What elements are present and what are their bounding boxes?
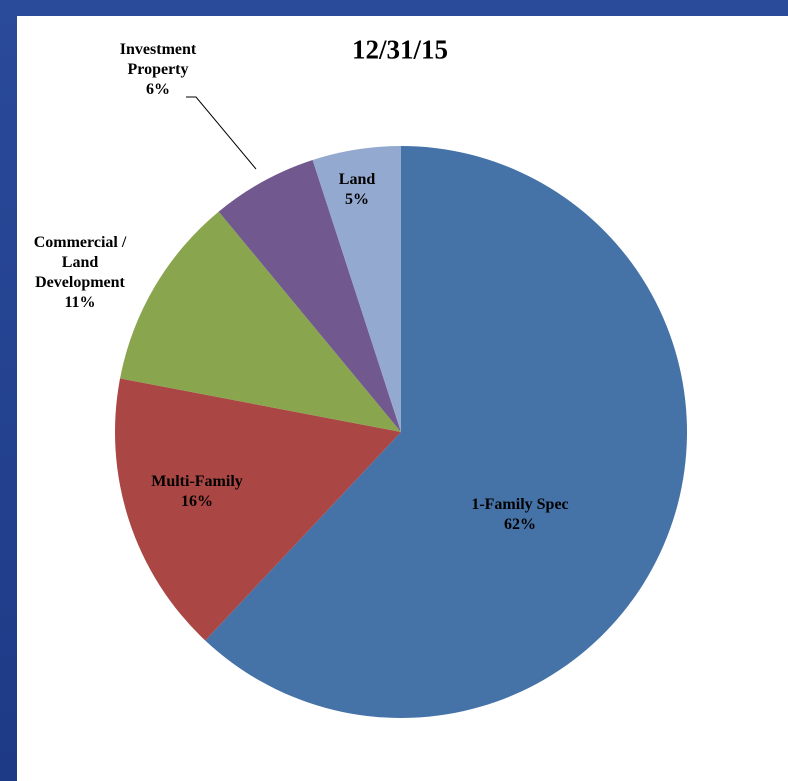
value-label: 6% (146, 81, 170, 98)
category-label: Multi-Family (151, 473, 243, 490)
pie-slice (312, 146, 401, 432)
value-label: 5% (345, 191, 369, 208)
category-label: Commercial / Land Development (33, 234, 127, 291)
category-label: Land (338, 171, 376, 188)
slice-label: Investment Property 6% (103, 40, 213, 100)
value-label: 62% (504, 516, 536, 533)
slice-label: Land 5% (327, 170, 387, 210)
slice-label: 1-Family Spec 62% (445, 495, 595, 535)
pie-slice (205, 146, 688, 718)
value-label: 11% (64, 294, 96, 311)
slice-label: Commercial / Land Development 11% (15, 233, 145, 313)
category-label: 1-Family Spec (471, 496, 569, 513)
category-label: Investment Property (119, 41, 197, 78)
pie-slice (115, 378, 402, 641)
value-label: 16% (181, 493, 213, 510)
leader-line (186, 96, 257, 170)
chart-title: 12/31/15 (351, 34, 449, 65)
pie-slice (120, 211, 401, 432)
pie-slice (218, 159, 401, 432)
slice-label: Multi-Family 16% (127, 472, 267, 512)
